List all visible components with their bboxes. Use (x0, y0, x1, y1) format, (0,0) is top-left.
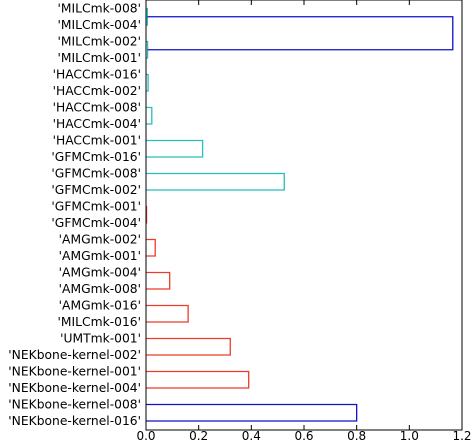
x-tick-label: 1.0 (400, 429, 419, 443)
dendrogram-link (146, 172, 285, 191)
x-tick-label: 0.2 (189, 429, 208, 443)
plot-frame (145, 0, 463, 431)
x-axis: 0.0 0.2 0.4 0.6 0.8 1.0 1.2 (136, 0, 472, 443)
dendrogram-link (146, 106, 153, 125)
leaf-label: 'HACCmk-008' (53, 101, 141, 115)
leaf-label: 'GFMCmk-016' (51, 150, 141, 164)
x-tick-label: 0.0 (136, 429, 155, 443)
leaf-label: 'AMGmk-016' (59, 299, 141, 313)
x-tick-label: 0.8 (347, 429, 366, 443)
leaf-label: 'MILCmk-002' (58, 35, 141, 49)
dendrogram-link (146, 304, 189, 323)
leaf-label: 'NEKbone-kernel-001' (8, 365, 141, 379)
leaf-label: 'AMGmk-001' (59, 249, 141, 263)
leaf-label: 'GFMCmk-001' (51, 200, 141, 214)
leaf-label: 'HACCmk-016' (53, 68, 141, 82)
dendrogram-link (146, 403, 358, 422)
leaf-label: 'GFMCmk-008' (51, 167, 141, 181)
leaf-label: 'AMGmk-004' (59, 266, 141, 280)
dendrogram-link (146, 139, 204, 158)
dendrogram-link (146, 238, 156, 257)
dendrogram-link (146, 73, 149, 92)
leaf-label: 'NEKbone-kernel-016' (8, 414, 141, 428)
x-tick-label: 1.2 (452, 429, 471, 443)
leaf-labels: 'MILCmk-008' 'MILCmk-004' 'MILCmk-002' 'MIL… (8, 2, 141, 429)
leaf-label: 'MILCmk-008' (58, 2, 141, 16)
dendrogram-link (146, 370, 250, 389)
leaf-label: 'MILCmk-016' (58, 315, 141, 329)
leaf-label: 'HACCmk-001' (53, 134, 141, 148)
leaf-label: 'HACCmk-002' (53, 84, 141, 98)
dendrogram-link (146, 271, 171, 290)
dendrogram-links (145, 7, 454, 422)
dendrogram-link (147, 16, 454, 51)
x-tick-label: 0.6 (294, 429, 313, 443)
leaf-label: 'MILCmk-001' (58, 51, 141, 65)
leaf-label: 'NEKbone-kernel-002' (8, 348, 141, 362)
dendrogram-link (146, 337, 231, 356)
leaf-label: 'NEKbone-kernel-004' (8, 381, 141, 395)
x-tick-label: 0.4 (242, 429, 261, 443)
leaf-label: 'NEKbone-kernel-008' (8, 398, 141, 412)
plot-border (145, 0, 463, 431)
leaf-label: 'AMGmk-002' (59, 233, 141, 247)
leaf-label: 'MILCmk-004' (58, 18, 141, 32)
leaf-label: 'HACCmk-004' (53, 117, 141, 131)
leaf-label: 'GFMCmk-004' (51, 216, 141, 230)
leaf-label: 'UMTmk-001' (60, 332, 141, 346)
leaf-label: 'GFMCmk-002' (51, 183, 141, 197)
leaf-label: 'AMGmk-008' (59, 282, 141, 296)
